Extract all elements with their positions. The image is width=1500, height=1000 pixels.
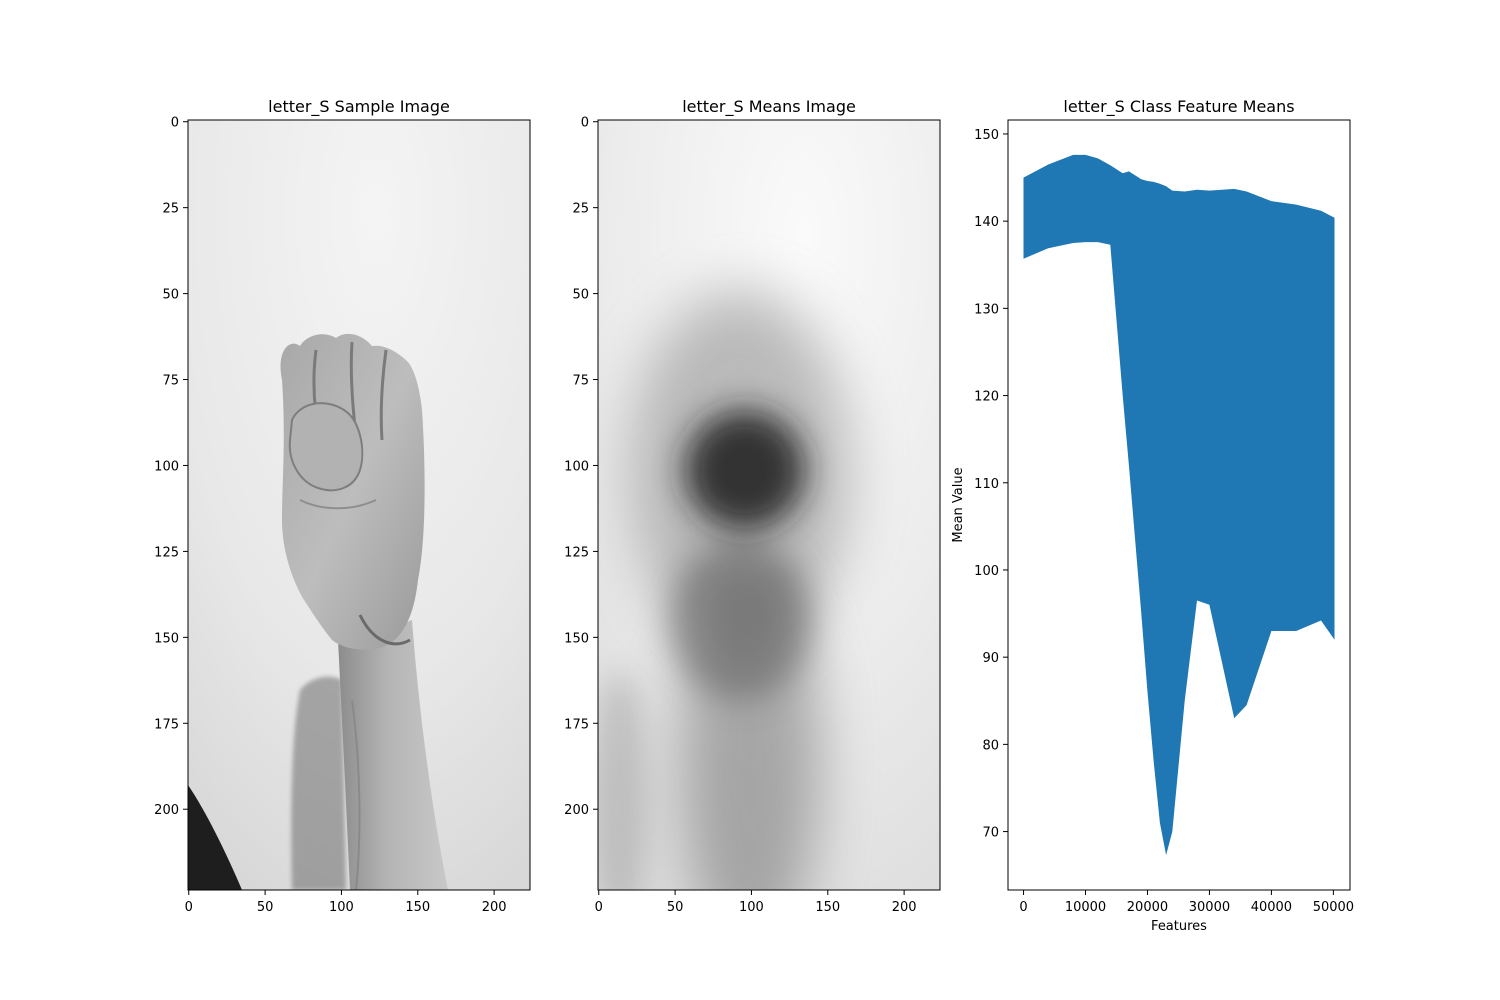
panel1-ytick-label: 0 — [171, 116, 179, 131]
panel3-ytick-label: 110 — [974, 477, 999, 492]
panel2-ytick-label: 200 — [564, 803, 589, 818]
panel3-ytick-label: 100 — [974, 564, 999, 579]
panel3-xtick-label: 30000 — [1189, 900, 1230, 915]
panel3-ytick-label: 130 — [974, 302, 999, 317]
panel1-xtick-label: 150 — [405, 900, 430, 915]
thumb — [288, 402, 364, 492]
panel2-frame — [597, 119, 941, 891]
panel3-xtick-label: 20000 — [1127, 900, 1168, 915]
panel1-frame — [187, 119, 531, 891]
panel3-frame — [1007, 119, 1351, 891]
panel1-xtick-label: 200 — [482, 900, 507, 915]
panel3-xtick-label: 10000 — [1065, 900, 1106, 915]
panel2-ytick-label: 0 — [581, 116, 589, 131]
panel2-xaxis: 0 50 100 150 200 — [595, 890, 917, 915]
panel-feature-means: letter_S Class Feature Means 0 10000 20000… — [951, 97, 1354, 934]
arm-shadow — [291, 676, 346, 890]
panel1-ytick-label: 50 — [162, 288, 179, 303]
panel1-ytick-label: 75 — [162, 374, 179, 389]
panel2-xtick-label: 200 — [892, 900, 917, 915]
panel3-xtick-label: 40000 — [1251, 900, 1292, 915]
panel3-xaxis: 0 10000 20000 30000 40000 50000 — [1019, 890, 1354, 915]
panel1-ytick-label: 125 — [154, 545, 179, 560]
panel2-xtick-label: 0 — [595, 900, 603, 915]
panel3-ytick-label: 140 — [974, 215, 999, 230]
panel1-xtick-label: 50 — [257, 900, 274, 915]
forearm — [338, 620, 448, 890]
panel2-yaxis: 0 25 50 75 100 125 150 175 200 — [564, 116, 598, 818]
panel2-xtick-label: 100 — [739, 900, 764, 915]
panel1-xaxis: 0 50 100 150 200 — [185, 890, 507, 915]
panel3-yaxis: 70 80 90 100 110 120 130 140 150 — [974, 128, 1008, 841]
feature-means-band — [1023, 154, 1335, 856]
clothing — [188, 785, 242, 890]
means-image — [598, 120, 940, 890]
panel2-ytick-label: 100 — [564, 459, 589, 474]
panel3-xtick-label: 0 — [1019, 900, 1027, 915]
panel3-ytick-label: 70 — [982, 826, 999, 841]
panel1-ytick-label: 25 — [162, 202, 179, 217]
panel2-ytick-label: 150 — [564, 631, 589, 646]
panel1-ytick-label: 175 — [154, 717, 179, 732]
panel2-ytick-label: 50 — [572, 288, 589, 303]
panel3-ytick-label: 90 — [982, 651, 999, 666]
panel1-ytick-label: 100 — [154, 459, 179, 474]
panel2-ytick-label: 175 — [564, 717, 589, 732]
panel3-ytick-label: 80 — [982, 738, 999, 753]
panel-means-image: letter_S Means Image 0 50 100 150 200 0 25 50 7… — [564, 97, 941, 915]
panel3-ytick-label: 120 — [974, 390, 999, 405]
panel2-xtick-label: 50 — [667, 900, 684, 915]
panel2-ytick-label: 25 — [572, 202, 589, 217]
panel1-ytick-label: 200 — [154, 803, 179, 818]
panel1-xtick-label: 0 — [185, 900, 193, 915]
panel2-xtick-label: 150 — [815, 900, 840, 915]
panel3-title: letter_S Class Feature Means — [1063, 97, 1294, 117]
panel1-ytick-label: 150 — [154, 631, 179, 646]
y-axis-label: Mean Value — [951, 467, 966, 542]
panel2-title: letter_S Means Image — [682, 97, 856, 117]
panel1-xtick-label: 100 — [329, 900, 354, 915]
sample-image — [188, 120, 530, 890]
panel2-ytick-label: 125 — [564, 545, 589, 560]
panel3-ytick-label: 150 — [974, 128, 999, 143]
panel1-yaxis: 0 25 50 75 100 125 150 175 200 — [154, 116, 188, 818]
panel-sample-image: letter_S Sample Image 0 50 100 150 200 0 25 50… — [154, 97, 531, 915]
panel3-xtick-label: 50000 — [1313, 900, 1354, 915]
panel2-ytick-label: 75 — [572, 374, 589, 389]
x-axis-label: Features — [1151, 919, 1207, 934]
panel1-title: letter_S Sample Image — [268, 97, 450, 117]
